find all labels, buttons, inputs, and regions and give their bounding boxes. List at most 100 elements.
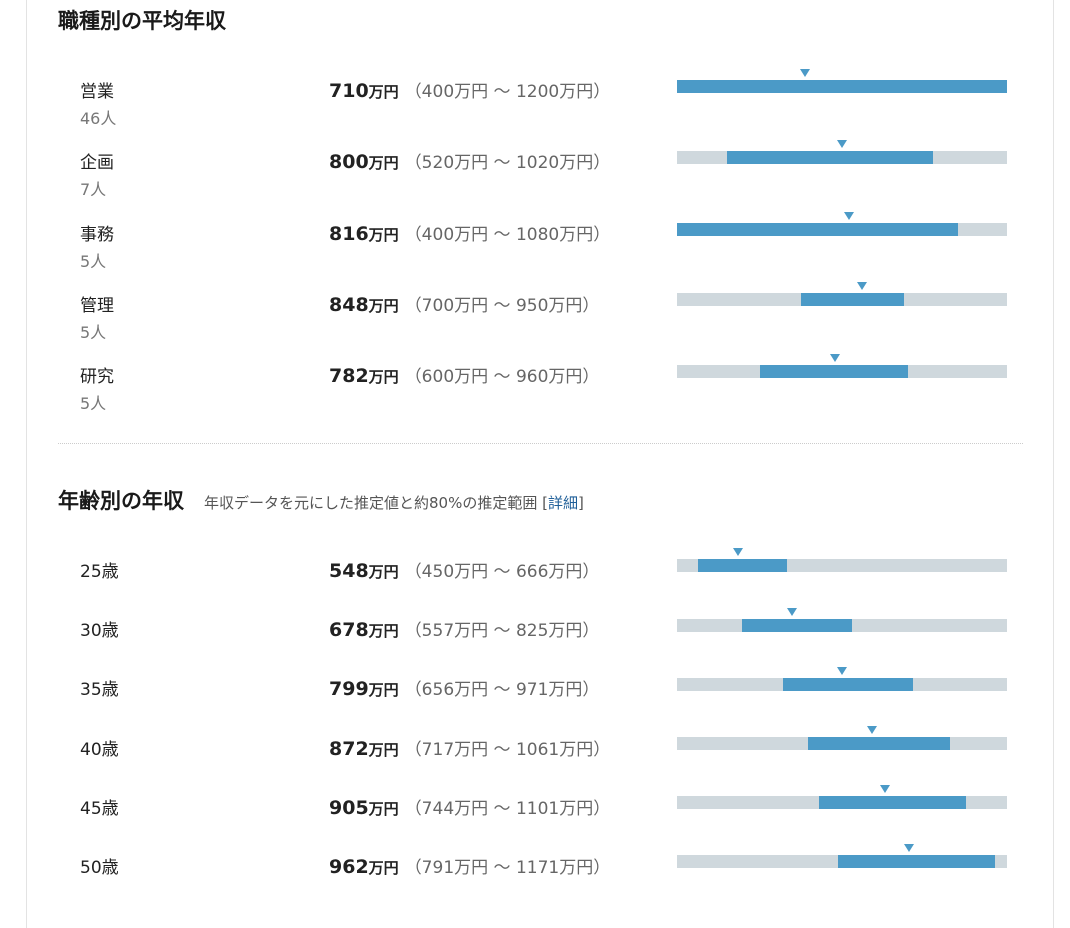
- salary-range: （520万円 〜 1020万円）: [404, 153, 611, 173]
- salary-range-bar: [677, 619, 1007, 632]
- salary-range-bar: [677, 80, 1007, 93]
- age-row: 40歳 872万円 （717万円 〜 1061万円）: [0, 735, 1070, 795]
- age-label: 40歳: [80, 740, 119, 760]
- average-marker: [843, 212, 854, 220]
- avg-salary: 848: [329, 294, 369, 316]
- salary-range-bar: [677, 223, 1007, 236]
- age-salary: 799万円 （656万円 〜 971万円）: [329, 675, 599, 700]
- job-name: 管理: [80, 296, 114, 316]
- job-salary: 710万円 （400万円 〜 1200万円）: [329, 77, 610, 102]
- salary-range-bar: [677, 678, 1007, 691]
- job-name: 研究: [80, 367, 114, 387]
- average-marker: [903, 844, 914, 852]
- avg-salary: 710: [329, 80, 369, 102]
- age-label: 25歳: [80, 562, 119, 582]
- section-divider: [58, 443, 1023, 444]
- salary-range: （700万円 〜 950万円）: [404, 296, 600, 316]
- range-fill: [759, 365, 908, 378]
- job-salary: 848万円 （700万円 〜 950万円）: [329, 291, 599, 316]
- job-name: 企画: [80, 153, 114, 173]
- salary-range: （557万円 〜 825万円）: [404, 621, 600, 641]
- job-count: 5人: [80, 252, 107, 271]
- average-marker: [866, 726, 877, 734]
- average-marker: [829, 354, 840, 362]
- age-salary: 548万円 （450万円 〜 666万円）: [329, 557, 599, 582]
- job-name: 営業: [80, 82, 114, 102]
- salary-unit: 万円: [368, 368, 399, 386]
- age-label: 30歳: [80, 621, 119, 641]
- avg-salary: 799: [329, 678, 369, 700]
- job-row: 営業 46人 710万円 （400万円 〜 1200万円）: [0, 77, 1070, 137]
- job-count: 5人: [80, 323, 107, 342]
- job-section-title: 職種別の平均年収: [58, 9, 226, 33]
- age-salary: 678万円 （557万円 〜 825万円）: [329, 616, 599, 641]
- job-salary: 800万円 （520万円 〜 1020万円）: [329, 148, 610, 173]
- salary-range: （656万円 〜 971万円）: [404, 680, 600, 700]
- age-row: 50歳 962万円 （791万円 〜 1171万円）: [0, 853, 1070, 913]
- range-fill: [818, 796, 967, 809]
- age-row: 45歳 905万円 （744万円 〜 1101万円）: [0, 794, 1070, 854]
- salary-range-bar: [677, 855, 1007, 868]
- average-marker: [880, 785, 891, 793]
- job-count: 7人: [80, 180, 107, 199]
- subtitle-text: 年収データを元にした推定値と約80%の推定範囲 [: [204, 494, 548, 512]
- salary-range: （450万円 〜 666万円）: [404, 562, 600, 582]
- job-salary: 782万円 （600万円 〜 960万円）: [329, 362, 599, 387]
- salary-range-bar: [677, 151, 1007, 164]
- age-section-title: 年齢別の年収 年収データを元にした推定値と約80%の推定範囲 [詳細]: [58, 491, 584, 512]
- average-marker: [837, 140, 847, 148]
- salary-range: （400万円 〜 1200万円）: [404, 82, 611, 102]
- salary-unit: 万円: [368, 681, 399, 699]
- range-fill: [800, 293, 904, 306]
- avg-salary: 678: [329, 619, 369, 641]
- age-row: 35歳 799万円 （656万円 〜 971万円）: [0, 675, 1070, 735]
- range-fill: [741, 619, 853, 632]
- range-fill: [838, 855, 996, 868]
- age-row: 25歳 548万円 （450万円 〜 666万円）: [0, 557, 1070, 617]
- age-row: 30歳 678万円 （557万円 〜 825万円）: [0, 616, 1070, 676]
- age-label: 35歳: [80, 680, 119, 700]
- avg-salary: 800: [329, 151, 369, 173]
- average-marker: [836, 667, 847, 675]
- age-section-subtitle: 年収データを元にした推定値と約80%の推定範囲 [詳細]: [204, 494, 584, 512]
- age-label: 45歳: [80, 799, 119, 819]
- salary-range-bar: [677, 796, 1007, 809]
- range-fill: [677, 223, 958, 236]
- average-marker: [786, 608, 797, 616]
- job-count: 5人: [80, 394, 107, 413]
- salary-range: （600万円 〜 960万円）: [404, 367, 600, 387]
- range-fill: [726, 151, 933, 164]
- range-fill: [782, 678, 913, 691]
- salary-unit: 万円: [368, 800, 399, 818]
- age-salary: 962万円 （791万円 〜 1171万円）: [329, 853, 610, 878]
- age-salary: 872万円 （717万円 〜 1061万円）: [329, 735, 610, 760]
- salary-unit: 万円: [368, 226, 399, 244]
- age-section-heading: 年齢別の年収: [58, 489, 184, 513]
- subtitle-bracket: ]: [577, 494, 584, 512]
- salary-unit: 万円: [368, 622, 399, 640]
- salary-range-bar: [677, 737, 1007, 750]
- job-name: 事務: [80, 225, 114, 245]
- age-label: 50歳: [80, 858, 119, 878]
- avg-salary: 905: [329, 797, 369, 819]
- salary-unit: 万円: [368, 83, 399, 101]
- salary-unit: 万円: [368, 154, 399, 172]
- salary-range: （717万円 〜 1061万円）: [404, 740, 611, 760]
- salary-range-bar: [677, 293, 1007, 306]
- salary-unit: 万円: [368, 563, 399, 581]
- salary-unit: 万円: [368, 297, 399, 315]
- avg-salary: 816: [329, 223, 369, 245]
- detail-link[interactable]: 詳細: [547, 494, 578, 512]
- job-row: 研究 5人 782万円 （600万円 〜 960万円）: [0, 362, 1070, 422]
- salary-range: （791万円 〜 1171万円）: [404, 858, 611, 878]
- avg-salary: 872: [329, 738, 369, 760]
- job-row: 事務 5人 816万円 （400万円 〜 1080万円）: [0, 220, 1070, 280]
- average-marker: [733, 548, 744, 556]
- average-marker: [799, 69, 810, 77]
- average-marker: [856, 282, 867, 290]
- salary-unit: 万円: [368, 741, 399, 759]
- job-row: 企画 7人 800万円 （520万円 〜 1020万円）: [0, 148, 1070, 208]
- job-row: 管理 5人 848万円 （700万円 〜 950万円）: [0, 291, 1070, 351]
- job-salary: 816万円 （400万円 〜 1080万円）: [329, 220, 610, 245]
- salary-range-bar: [677, 559, 1007, 572]
